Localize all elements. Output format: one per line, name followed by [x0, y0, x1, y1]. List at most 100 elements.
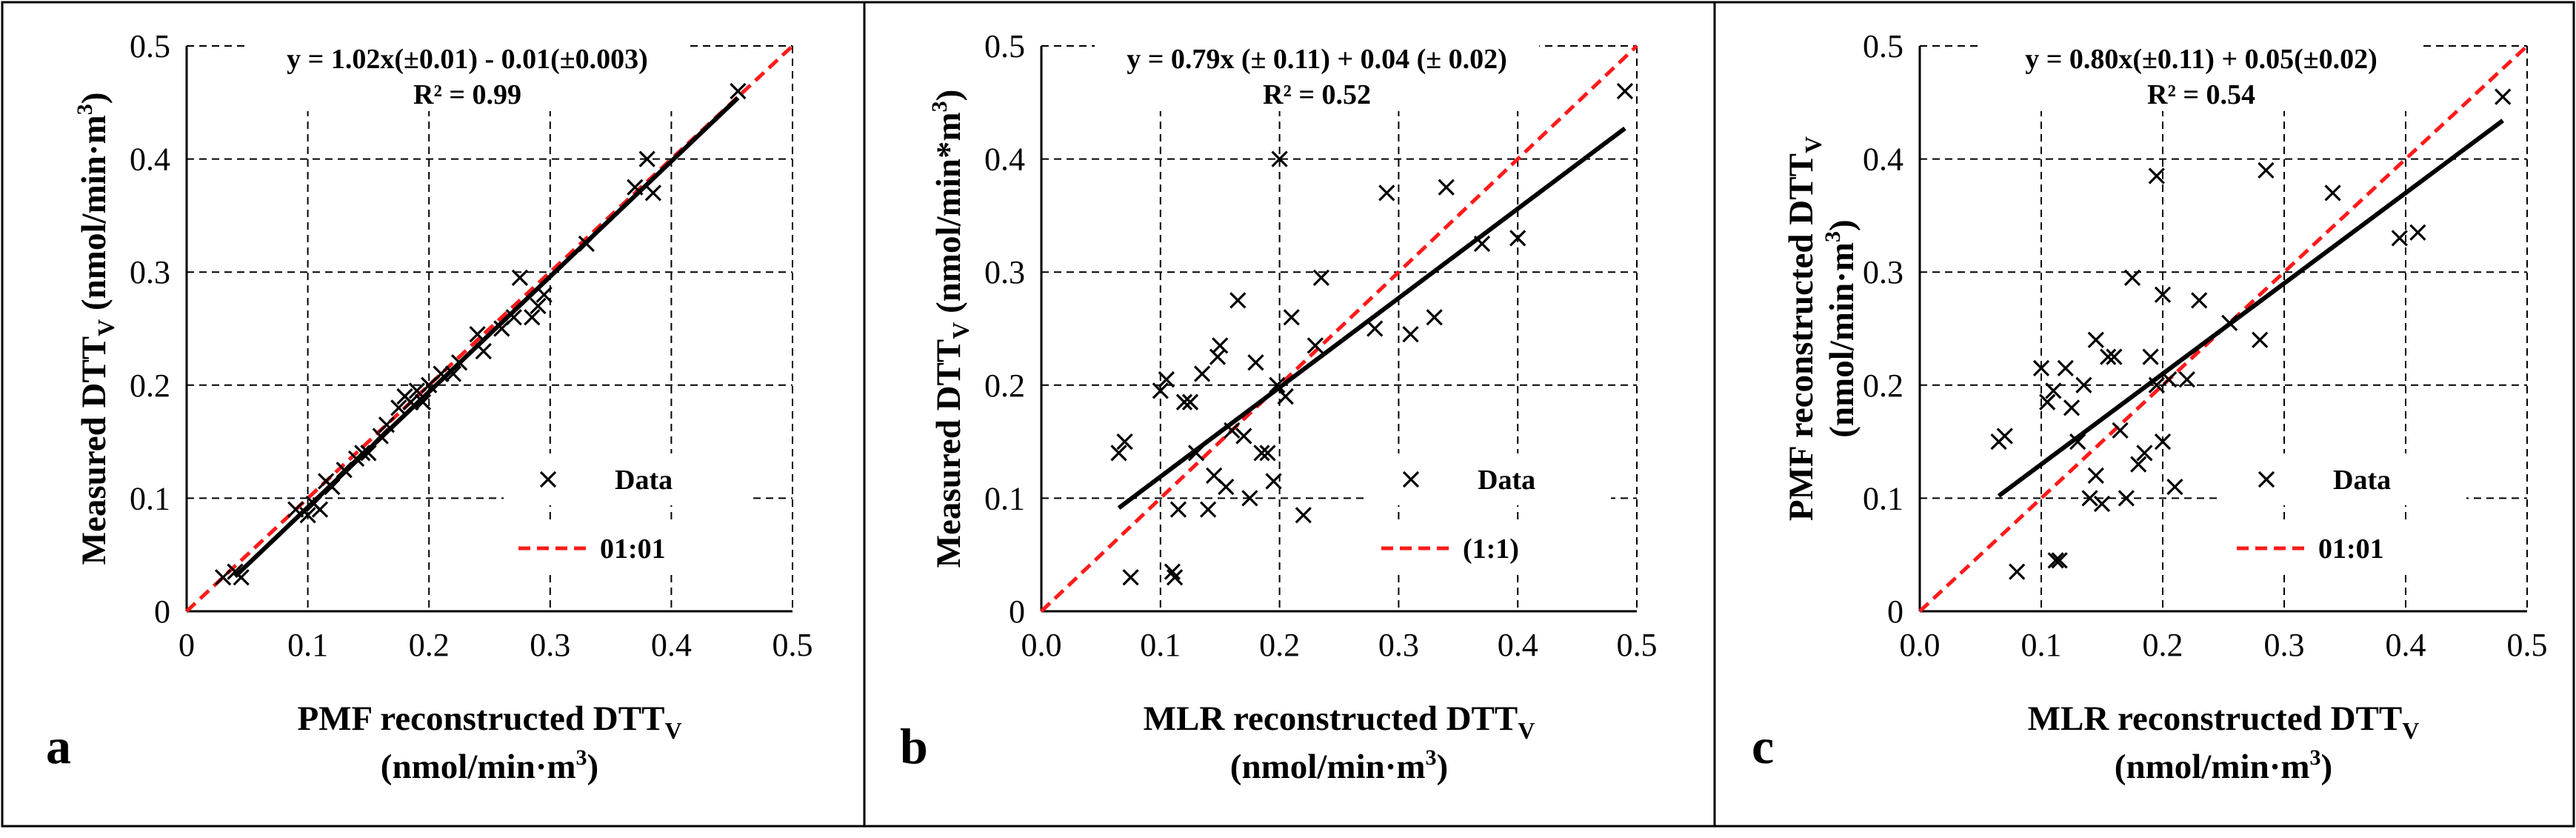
legend-marker — [2258, 470, 2275, 488]
data-point — [299, 507, 316, 524]
data-point — [2258, 162, 2275, 179]
data-point — [1193, 365, 1211, 382]
data-point — [730, 82, 747, 100]
equation-box — [245, 37, 690, 111]
data-point — [2160, 371, 2178, 388]
data-point — [1378, 184, 1395, 202]
data-point — [2166, 479, 2183, 496]
x-tick-label: 0.1 — [287, 627, 328, 663]
y-tick-label: 0.4 — [1863, 142, 1903, 178]
data-point — [627, 179, 644, 196]
data-point — [1509, 230, 1526, 247]
x-tick-label: 0.5 — [773, 627, 813, 663]
x-axis-label: MLR reconstructed DTTV — [2028, 699, 2420, 744]
data-point — [2148, 167, 2165, 184]
data-point — [2069, 433, 2086, 450]
regression-line — [1997, 119, 2504, 498]
data-point — [390, 399, 407, 416]
data-point — [214, 569, 232, 586]
legend-line-label: (1:1) — [1463, 533, 1519, 565]
panel-label: b — [900, 718, 928, 774]
x-tick-label: 0.0 — [1021, 627, 1062, 663]
chart-panel-c: 0 0.1 0.2 0.3 0.4 0.5 0.0 0.1 0.2 0.3 0.4 0.5 y = 0.… — [1752, 28, 2548, 786]
data-point — [1212, 337, 1229, 354]
data-point — [2191, 292, 2208, 309]
data-point — [2047, 552, 2064, 569]
legend-line-label: 01:01 — [2318, 533, 2384, 565]
data-point — [1283, 309, 1300, 326]
x-axis-label: PMF reconstructed DTTV — [297, 699, 681, 744]
data-point — [1158, 371, 1175, 388]
data-point — [354, 445, 371, 462]
x-tick-label: 0.2 — [1259, 627, 1300, 663]
data-point — [1241, 490, 1258, 507]
data-point — [1229, 292, 1247, 309]
data-point — [1224, 422, 1241, 439]
legend-data-label: Data — [1478, 465, 1535, 496]
data-point — [2148, 376, 2165, 393]
data-point — [2045, 382, 2062, 399]
x-tick-label: 0.4 — [1498, 627, 1538, 663]
x-tick-label: 0.3 — [530, 627, 570, 663]
data-point — [1277, 388, 1294, 405]
data-point — [505, 309, 522, 326]
data-point — [2409, 224, 2426, 241]
panel-frame-c — [1713, 1, 2575, 828]
data-point — [1247, 354, 1264, 371]
x-tick-label: 0.2 — [2143, 627, 2183, 663]
y-tick-label: 0.1 — [1863, 480, 1903, 516]
data-point — [2112, 422, 2129, 439]
x-tick-label: 0.3 — [1378, 627, 1419, 663]
legend-data-box — [504, 453, 748, 505]
y-tick-label: 0.2 — [984, 368, 1025, 404]
chart-panel-b: 0 0.1 0.2 0.3 0.4 0.5 0.0 0.1 0.2 0.3 0.4 0.5 y = 0.… — [900, 28, 1658, 786]
y-tick-label: 0 — [1009, 593, 1025, 630]
y-tick-label: 0.2 — [130, 368, 170, 404]
legend-data-box — [2222, 453, 2466, 505]
data-point — [2100, 348, 2117, 365]
data-point — [530, 297, 547, 315]
data-point — [2051, 552, 2068, 569]
data-point — [1169, 501, 1187, 518]
data-point — [2093, 495, 2111, 513]
x-tick-label: 0.4 — [2386, 627, 2426, 663]
y-axis-units: (nmol/min·m3) — [1821, 219, 1861, 437]
data-point — [2057, 359, 2074, 377]
data-point — [450, 354, 468, 371]
data-point — [1996, 428, 2013, 445]
r-squared: R² = 0.52 — [1263, 79, 1371, 110]
data-point — [414, 393, 432, 410]
data-point — [1187, 445, 1205, 462]
data-point — [2087, 467, 2104, 485]
data-point — [1265, 473, 1282, 490]
y-tick-label: 0.3 — [984, 254, 1025, 290]
legend-data-label: Data — [2333, 465, 2391, 496]
data-point — [1164, 563, 1181, 580]
data-point — [402, 393, 419, 410]
y-tick-label: 0 — [1887, 593, 1903, 630]
y-tick-label: 0.4 — [130, 142, 170, 178]
data-point — [1253, 445, 1270, 462]
r-squared: R² = 0.54 — [2147, 79, 2255, 110]
data-point — [2063, 399, 2081, 416]
data-point — [2178, 371, 2195, 388]
data-point — [1110, 445, 1127, 462]
data-point — [1616, 82, 1634, 100]
x-axis-label: MLR reconstructed DTTV — [1144, 699, 1535, 744]
y-axis-label: Measured DTTV (nmol/min·m3) — [73, 93, 119, 565]
data-point — [1122, 569, 1139, 586]
data-point — [2391, 230, 2408, 247]
y-tick-label: 0.5 — [1863, 28, 1903, 64]
data-point — [2130, 456, 2147, 473]
data-point — [378, 416, 396, 433]
y-tick-label: 0.4 — [984, 142, 1025, 178]
data-point — [1166, 569, 1184, 586]
legend-line-label: 01:01 — [600, 533, 666, 565]
data-point — [2106, 348, 2123, 365]
panel-label: c — [1752, 718, 1774, 774]
data-point — [2324, 184, 2341, 202]
data-point — [233, 569, 250, 586]
x-tick-label: 0.5 — [1617, 627, 1658, 663]
